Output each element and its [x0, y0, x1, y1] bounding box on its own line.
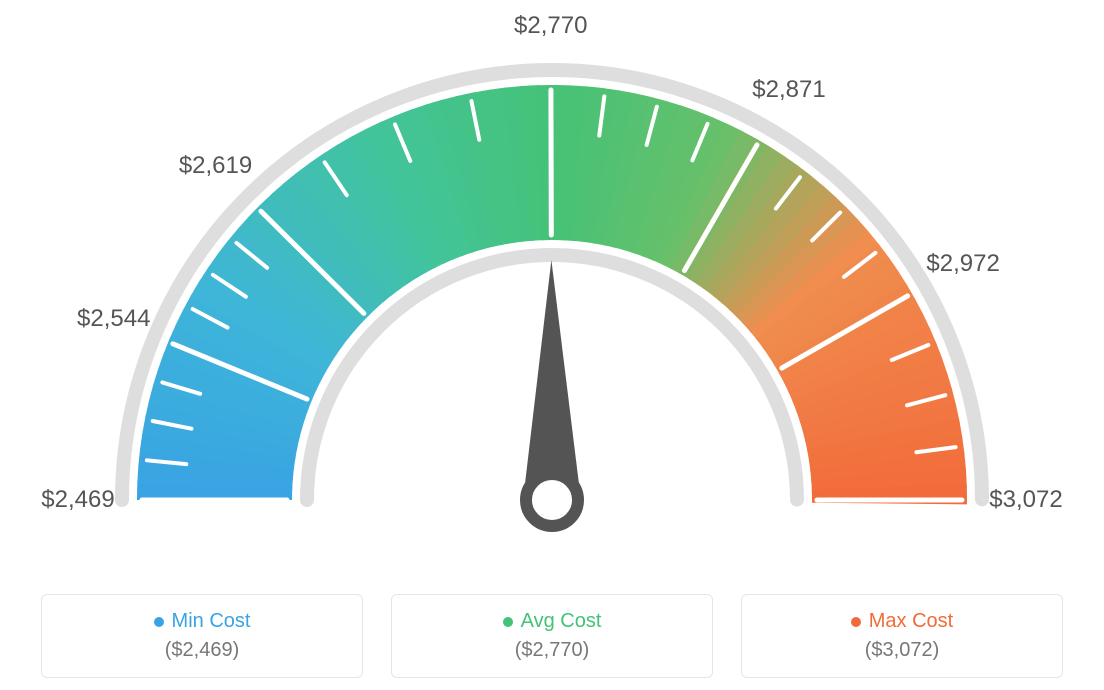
legend-value-min: ($2,469) — [165, 639, 240, 662]
legend-dot-max — [851, 617, 861, 627]
gauge-tick-label: $2,544 — [77, 305, 150, 333]
legend-title-min: Min Cost — [172, 610, 251, 633]
gauge-tick-label: $2,619 — [179, 152, 252, 180]
gauge-tick-label: $2,871 — [752, 76, 825, 104]
legend-value-avg: ($2,770) — [515, 639, 590, 662]
gauge-tick-label: $2,770 — [514, 12, 587, 40]
legend-title-row: Min Cost — [154, 610, 251, 633]
legend-dot-avg — [503, 617, 513, 627]
legend-card-max: Max Cost ($3,072) — [741, 594, 1063, 678]
legend-title-row: Avg Cost — [503, 610, 602, 633]
gauge-chart: $2,469 $2,544 $2,619 $2,770 $2,871 $2,972 $3,0… — [0, 0, 1104, 550]
gauge-svg — [0, 0, 1104, 560]
legend-card-min: Min Cost ($2,469) — [41, 594, 363, 678]
legend-dot-min — [154, 617, 164, 627]
legend-row: Min Cost ($2,469) Avg Cost ($2,770) Max … — [0, 594, 1104, 678]
legend-value-max: ($3,072) — [865, 639, 940, 662]
legend-card-avg: Avg Cost ($2,770) — [391, 594, 713, 678]
legend-title-row: Max Cost — [851, 610, 953, 633]
gauge-tick-label: $3,072 — [989, 486, 1062, 514]
gauge-tick-label: $2,469 — [41, 486, 114, 514]
legend-title-avg: Avg Cost — [521, 610, 602, 633]
legend-title-max: Max Cost — [869, 610, 953, 633]
gauge-tick-label: $2,972 — [926, 250, 999, 278]
